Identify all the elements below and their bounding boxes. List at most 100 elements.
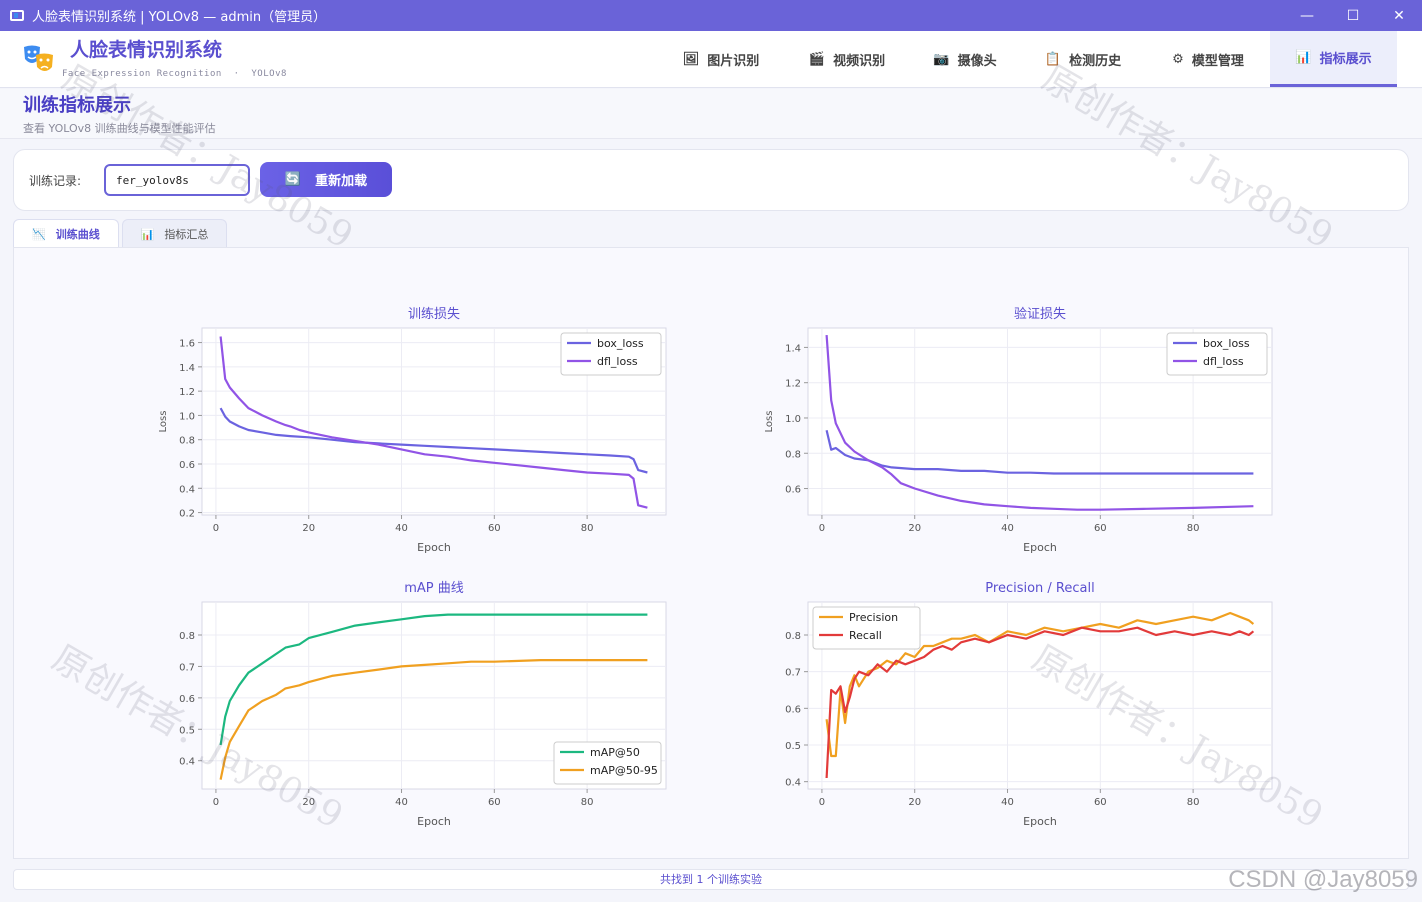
refresh-icon: 🔄 xyxy=(284,172,302,187)
x-axis-label: Epoch xyxy=(417,815,451,828)
x-axis-label: Epoch xyxy=(417,541,451,554)
tab-bar: 📉 训练曲线 📊 指标汇总 xyxy=(13,219,228,248)
x-tick-label: 60 xyxy=(488,523,501,534)
x-tick-label: 60 xyxy=(1094,523,1107,534)
legend-label: Precision xyxy=(849,611,898,624)
y-tick-label: 0.5 xyxy=(785,741,801,752)
close-button[interactable]: ✕ xyxy=(1393,7,1405,24)
y-tick-label: 0.8 xyxy=(785,449,801,460)
series-line-box_loss xyxy=(825,430,1254,475)
nav-detection-history[interactable]: 📋 检测历史 xyxy=(1044,51,1122,69)
y-axis-label: Loss xyxy=(158,411,169,433)
chart-title: mAP 曲线 xyxy=(404,581,464,596)
map-chart: mAP 曲线 0 20 40 60 80 0.4 0.5 0.6 0.7 0.8 Epoch mAP@5… xyxy=(179,581,667,828)
status-bar: 共找到 1 个训练实验 xyxy=(13,869,1409,890)
page-title: 训练指标展示 xyxy=(23,95,131,116)
val-loss-chart: 验证损失 0 20 40 60 80 0.6 0.8 1.0 1.2 1.4 Epoch Loss box… xyxy=(764,306,1273,554)
y-tick-label: 0.6 xyxy=(785,704,801,715)
x-tick-label: 20 xyxy=(302,797,315,808)
nav-video-recognition[interactable]: 🎬 视频识别 xyxy=(808,51,886,69)
nav-model-management[interactable]: ⚙ 模型管理 xyxy=(1172,51,1244,69)
precision-recall-chart: Precision / Recall 0 20 40 60 80 0.4 0.5 0.6 0.7 0… xyxy=(785,581,1273,828)
tab-metrics-summary[interactable]: 📊 指标汇总 xyxy=(121,219,228,248)
y-axis-label: Loss xyxy=(764,411,775,433)
legend-label: box_loss xyxy=(1203,337,1250,350)
x-tick-label: 0 xyxy=(819,797,825,808)
x-tick-label: 20 xyxy=(908,797,921,808)
y-tick-label: 0.6 xyxy=(785,485,801,496)
x-tick-label: 0 xyxy=(213,797,219,808)
line-chart-icon: 📉 xyxy=(32,227,46,241)
y-tick-label: 0.2 xyxy=(179,509,195,520)
nav-camera[interactable]: 📷 摄像头 xyxy=(933,51,997,69)
legend-label: mAP@50 xyxy=(590,746,640,759)
y-tick-label: 1.4 xyxy=(785,343,801,354)
record-label: 训练记录: xyxy=(29,174,82,188)
charts-panel: 训练损失 0 20 40 60 80 0.2 0.4 0.6 0.8 1.0 1.2 1.4 1.6 Epo… xyxy=(13,247,1409,859)
nav-image-recognition[interactable]: 🖼 图片识别 xyxy=(682,51,760,69)
nav-metrics-display[interactable]: 📊 指标展示 xyxy=(1270,31,1397,87)
legend-label: mAP@50-95 xyxy=(590,764,658,777)
x-tick-label: 80 xyxy=(1187,523,1200,534)
maximize-button[interactable]: ☐ xyxy=(1346,7,1360,24)
x-tick-label: 20 xyxy=(302,523,315,534)
app-header: 人脸表情识别系统 Face Expression Recognition · Y… xyxy=(0,31,1422,88)
reload-button[interactable]: 🔄 重新加载 xyxy=(260,162,392,197)
series-line-dfl_loss xyxy=(825,335,1254,511)
y-tick-label: 0.7 xyxy=(785,668,801,679)
y-tick-label: 0.7 xyxy=(179,662,195,673)
chart-title: 验证损失 xyxy=(1014,306,1066,322)
series-line-mAP@50 xyxy=(219,613,648,746)
brand-subtitle: Face Expression Recognition · YOLOv8 xyxy=(62,69,287,79)
legend-label: dfl_loss xyxy=(597,355,638,368)
x-tick-label: 80 xyxy=(581,523,594,534)
minimize-button[interactable]: — xyxy=(1300,7,1314,24)
bar-chart-icon: 📊 xyxy=(140,227,155,241)
camera-icon: 📷 xyxy=(933,51,950,67)
tab-training-curves[interactable]: 📉 训练曲线 xyxy=(13,219,119,248)
series-line-Recall xyxy=(825,626,1255,779)
page-subtitle: 查看 YOLOv8 训练曲线与模型性能评估 xyxy=(23,122,216,135)
chart-title: Precision / Recall xyxy=(985,581,1094,596)
series-line-Precision xyxy=(825,611,1255,758)
app-icon xyxy=(10,10,24,21)
chart-title: 训练损失 xyxy=(408,307,460,322)
y-tick-label: 0.4 xyxy=(179,757,195,768)
title-bar: 人脸表情识别系统 | YOLOv8 — admin（管理员） — ☐ ✕ xyxy=(0,0,1422,31)
reload-label: 重新加载 xyxy=(315,174,368,189)
x-tick-label: 0 xyxy=(819,523,825,534)
y-tick-label: 0.6 xyxy=(179,460,195,471)
record-input[interactable]: fer_yolov8s xyxy=(104,164,250,196)
x-tick-label: 40 xyxy=(395,797,408,808)
y-tick-label: 1.2 xyxy=(179,387,195,398)
picture-icon: 🖼 xyxy=(682,51,700,67)
legend-label: dfl_loss xyxy=(1203,355,1244,368)
y-tick-label: 1.4 xyxy=(179,363,195,374)
x-tick-label: 40 xyxy=(1001,523,1014,534)
brand-title: 人脸表情识别系统 xyxy=(70,39,223,61)
y-tick-label: 1.2 xyxy=(785,379,801,390)
film-icon: 🎬 xyxy=(808,51,826,67)
y-tick-label: 0.4 xyxy=(785,778,801,789)
x-tick-label: 60 xyxy=(488,797,501,808)
y-tick-label: 0.8 xyxy=(179,631,195,642)
bar-chart-icon: 📊 xyxy=(1295,50,1312,65)
clipboard-icon: 📋 xyxy=(1044,51,1062,67)
y-tick-label: 1.6 xyxy=(179,339,195,350)
series-line-dfl_loss xyxy=(219,336,648,509)
legend-label: box_loss xyxy=(597,337,644,350)
x-axis-label: Epoch xyxy=(1023,541,1057,554)
x-tick-label: 40 xyxy=(395,523,408,534)
y-tick-label: 0.5 xyxy=(179,725,195,736)
x-tick-label: 60 xyxy=(1094,797,1107,808)
gear-icon: ⚙ xyxy=(1172,51,1184,67)
theater-masks-icon xyxy=(24,45,53,71)
y-tick-label: 1.0 xyxy=(785,414,801,425)
x-tick-label: 0 xyxy=(213,523,219,534)
csdn-watermark: CSDN @Jay8059 xyxy=(1228,866,1418,893)
train-loss-chart: 训练损失 0 20 40 60 80 0.2 0.4 0.6 0.8 1.0 1.2 1.4 1.6 Epo… xyxy=(158,307,667,554)
legend-label: Recall xyxy=(849,629,882,642)
y-tick-label: 0.6 xyxy=(179,694,195,705)
x-axis-label: Epoch xyxy=(1023,815,1057,828)
series-line-mAP@50-95 xyxy=(219,658,648,780)
